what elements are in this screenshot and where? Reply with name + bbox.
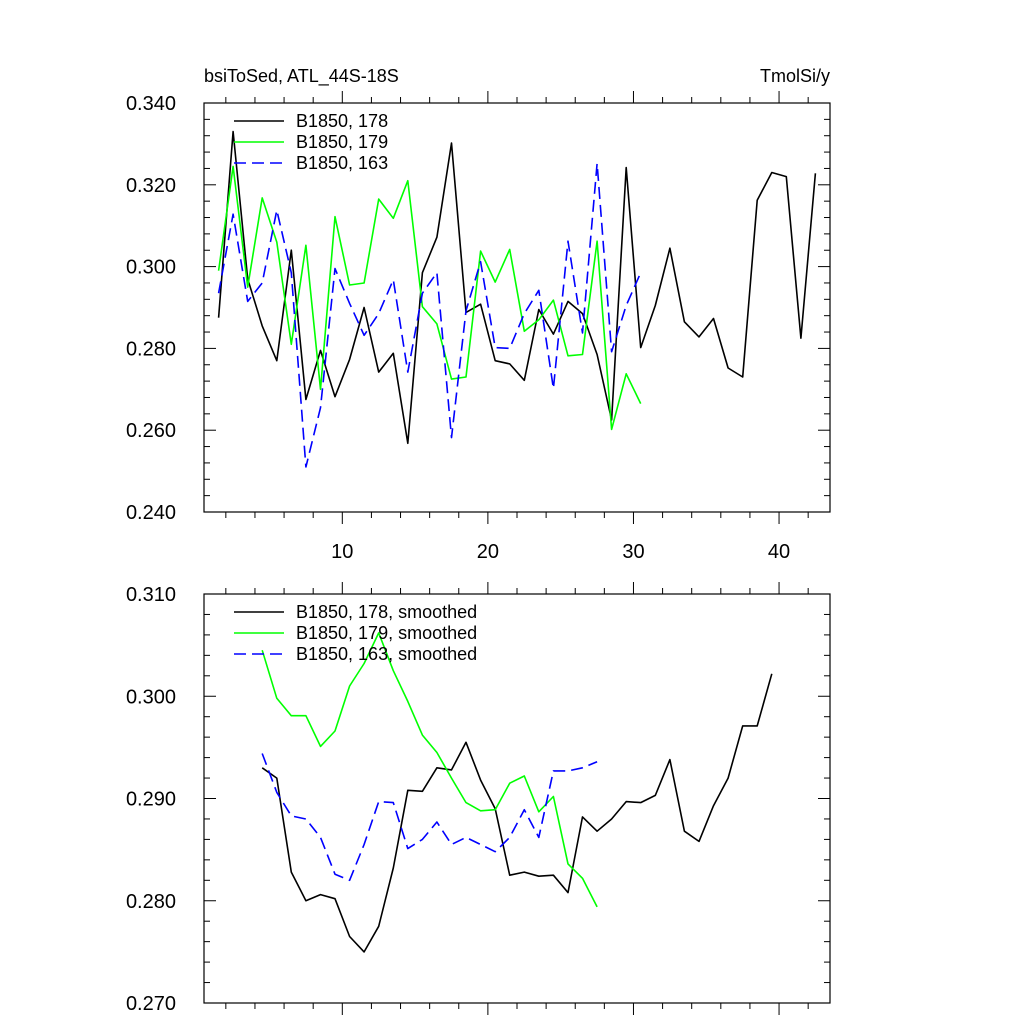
y-tick-label: 0.270 (126, 993, 176, 1015)
y-tick-label: 0.310 (126, 584, 176, 606)
y-tick-label: 0.300 (126, 257, 176, 279)
top-panel: bsiToSed, ATL_44S-18S TmolSi/y 0.240 0.26… (126, 66, 831, 563)
legend-label: B1850, 179, smoothed (296, 623, 477, 643)
y-tick-label: 0.280 (126, 338, 176, 360)
legend-label: B1850, 179 (296, 132, 388, 152)
top-chart: 0.240 0.260 0.280 0.300 0.320 0.340 10 20 30 40 B1… (126, 91, 831, 563)
y-tick-label: 0.340 (126, 93, 176, 115)
legend-label: B1850, 163, smoothed (296, 644, 477, 664)
legend-label: B1850, 163 (296, 153, 388, 173)
x-tick-label: 10 (331, 541, 353, 563)
y-tick-label: 0.290 (126, 789, 176, 811)
y-tick-label: 0.320 (126, 175, 176, 197)
panel-title-left: bsiToSed, ATL_44S-18S (204, 66, 399, 87)
series-line-2 (261, 632, 598, 908)
y-tick-label: 0.280 (126, 891, 176, 913)
series-line-2 (217, 165, 642, 431)
y-tick-label: 0.240 (126, 502, 176, 524)
series-line-3 (261, 753, 598, 882)
bottom-panel: 0.270 0.280 0.290 0.300 0.310 B1850, 178, smo… (126, 582, 831, 1015)
x-tick-label: 20 (477, 541, 499, 563)
panel-title-right: TmolSi/y (760, 66, 830, 86)
series-line-3 (217, 162, 642, 468)
bottom-chart: 0.270 0.280 0.290 0.300 0.310 B1850, 178, smo… (126, 582, 831, 1015)
legend-label: B1850, 178 (296, 111, 388, 131)
y-tick-label: 0.300 (126, 686, 176, 708)
series-line-1 (261, 673, 773, 953)
x-tick-label: 40 (768, 541, 790, 563)
legend-label: B1850, 178, smoothed (296, 602, 477, 622)
y-tick-label: 0.260 (126, 420, 176, 442)
x-tick-label: 30 (622, 541, 644, 563)
